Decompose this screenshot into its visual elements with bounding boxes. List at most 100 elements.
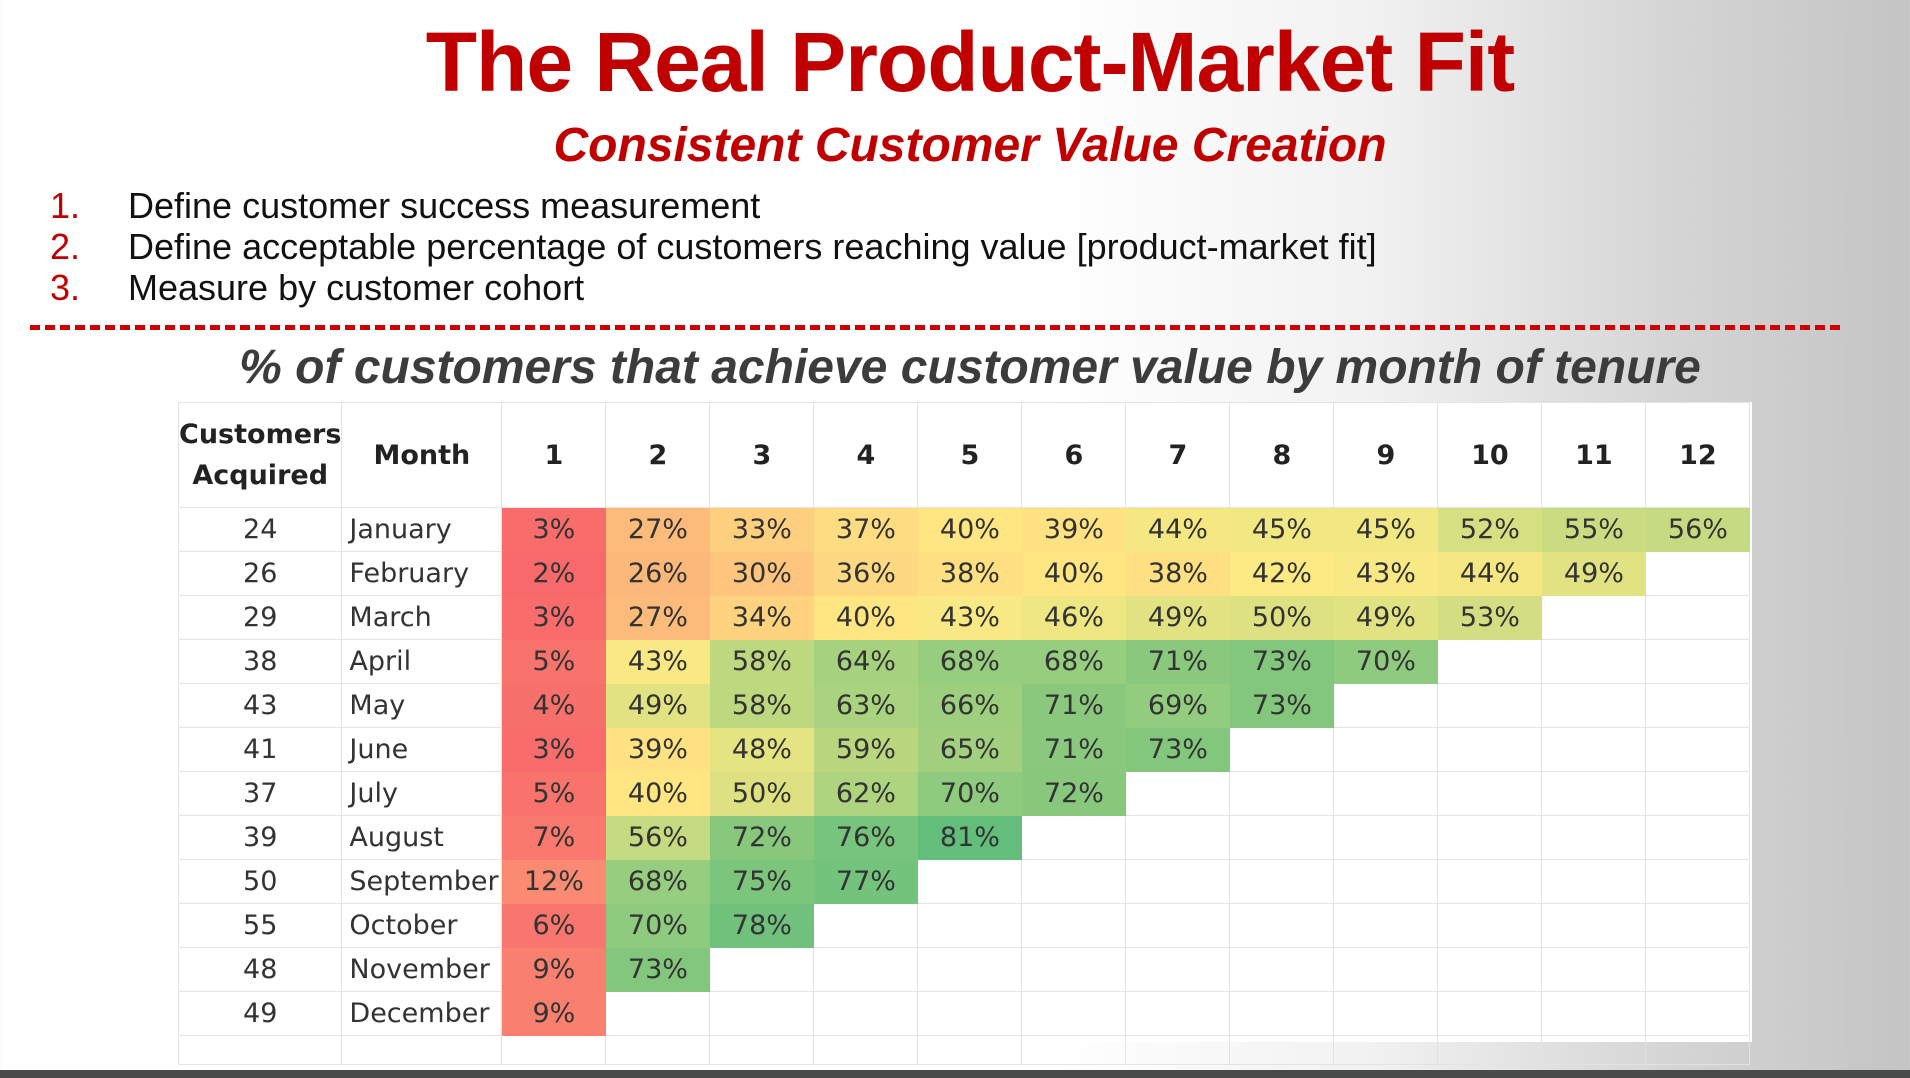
- percentage-cell: 71%: [1021, 727, 1127, 772]
- empty-cell: [1229, 727, 1335, 772]
- empty-cell: [813, 991, 919, 1036]
- empty-cell: [709, 1035, 815, 1065]
- percentage-cell: 40%: [813, 595, 919, 640]
- percentage-cell: 5%: [501, 639, 607, 684]
- percentage-cell: 40%: [917, 507, 1023, 552]
- empty-cell: [1125, 815, 1231, 860]
- tenure-month-header: 5: [917, 402, 1023, 508]
- empty-cell: [1333, 727, 1439, 772]
- cohort-table-container: Customers Acquired Month 1 2 3 4 5 6 7 8 9 10 11 12…: [177, 402, 1752, 1065]
- steps-list: 1. Define customer success measurement 2…: [50, 185, 1377, 308]
- percentage-cell: 5%: [501, 771, 607, 816]
- customers-acquired-cell: 26: [177, 551, 343, 596]
- step-number: 1.: [50, 185, 81, 226]
- customers-acquired-cell: 43: [177, 683, 343, 728]
- cohort-table: Customers Acquired Month 1 2 3 4 5 6 7 8 9 10 11 12…: [177, 402, 1751, 1065]
- percentage-cell: 40%: [605, 771, 711, 816]
- empty-cell: [1021, 903, 1127, 948]
- cohort-row: 50 September 12% 68% 75% 77%: [177, 859, 1751, 904]
- empty-cell: [1021, 947, 1127, 992]
- step-item: 1. Define customer success measurement: [50, 185, 1377, 226]
- empty-cell: [813, 1035, 919, 1065]
- month-cell: July: [341, 771, 503, 816]
- customers-acquired-cell: 39: [177, 815, 343, 860]
- empty-cell: [1333, 683, 1439, 728]
- table-title: % of customers that achieve customer val…: [239, 341, 1701, 394]
- month-header: Month: [341, 402, 503, 508]
- customers-acquired-cell: 29: [177, 595, 343, 640]
- percentage-cell: 6%: [501, 903, 607, 948]
- empty-cell: [1229, 947, 1335, 992]
- percentage-cell: 55%: [1541, 507, 1647, 552]
- percentage-cell: 72%: [709, 815, 815, 860]
- empty-cell: [1541, 595, 1647, 640]
- empty-cell: [1333, 859, 1439, 904]
- cohort-row: 48 November 9% 73%: [177, 947, 1751, 992]
- empty-cell: [605, 1035, 711, 1065]
- percentage-cell: 78%: [709, 903, 815, 948]
- empty-cell: [1645, 639, 1751, 684]
- empty-cell: [1645, 683, 1751, 728]
- empty-cell: [1541, 815, 1647, 860]
- percentage-cell: 68%: [917, 639, 1023, 684]
- percentage-cell: 66%: [917, 683, 1023, 728]
- month-cell: April: [341, 639, 503, 684]
- percentage-cell: 50%: [709, 771, 815, 816]
- customers-acquired-cell: 50: [177, 859, 343, 904]
- empty-cell: [1021, 815, 1127, 860]
- percentage-cell: 39%: [605, 727, 711, 772]
- header-line: Customers: [179, 419, 342, 450]
- percentage-cell: 40%: [1021, 551, 1127, 596]
- percentage-cell: 73%: [1229, 683, 1335, 728]
- cohort-row: 26 February 2% 26% 30% 36% 38% 40% 38% 42% 43% 44% 4…: [177, 551, 1751, 596]
- month-cell: September: [341, 859, 503, 904]
- customers-acquired-cell: 49: [177, 991, 343, 1036]
- percentage-cell: 2%: [501, 551, 607, 596]
- slide-bottom-bar: [0, 1070, 1910, 1078]
- empty-cell: [605, 991, 711, 1036]
- empty-cell: [1125, 991, 1231, 1036]
- customers-acquired-cell: 55: [177, 903, 343, 948]
- month-cell: December: [341, 991, 503, 1036]
- empty-cell: [1645, 815, 1751, 860]
- percentage-cell: 70%: [1333, 639, 1439, 684]
- percentage-cell: 45%: [1333, 507, 1439, 552]
- customers-acquired-cell: 37: [177, 771, 343, 816]
- percentage-cell: 27%: [605, 595, 711, 640]
- percentage-cell: 63%: [813, 683, 919, 728]
- tenure-month-header: 7: [1125, 402, 1231, 508]
- empty-cell: [813, 947, 919, 992]
- empty-cell: [1125, 859, 1231, 904]
- percentage-cell: 58%: [709, 683, 815, 728]
- empty-cell: [917, 991, 1023, 1036]
- cohort-row: 55 October 6% 70% 78%: [177, 903, 1751, 948]
- empty-cell: [1229, 903, 1335, 948]
- percentage-cell: 4%: [501, 683, 607, 728]
- cohort-row: 29 March 3% 27% 34% 40% 43% 46% 49% 50% 49% 53%: [177, 595, 1751, 640]
- empty-cell: [1541, 683, 1647, 728]
- empty-cell: [1021, 991, 1127, 1036]
- step-number: 2.: [50, 226, 81, 267]
- percentage-cell: 77%: [813, 859, 919, 904]
- percentage-cell: 26%: [605, 551, 711, 596]
- cohort-row: 49 December 9%: [177, 991, 1751, 1036]
- percentage-cell: 75%: [709, 859, 815, 904]
- empty-cell: [1437, 683, 1543, 728]
- percentage-cell: 49%: [1333, 595, 1439, 640]
- empty-cell: [1229, 771, 1335, 816]
- step-text: Measure by customer cohort: [128, 267, 585, 308]
- empty-cell: [1437, 947, 1543, 992]
- percentage-cell: 33%: [709, 507, 815, 552]
- empty-cell: [709, 947, 815, 992]
- empty-cell: [1333, 1035, 1439, 1065]
- cohort-row: 41 June 3% 39% 48% 59% 65% 71% 73%: [177, 727, 1751, 772]
- cohort-table-body: 24 January 3% 27% 33% 37% 40% 39% 44% 45% 45% 52% 55…: [177, 507, 1751, 1065]
- table-header-row: Customers Acquired Month 1 2 3 4 5 6 7 8 9 10 11 12: [177, 402, 1751, 508]
- empty-cell: [1333, 991, 1439, 1036]
- tenure-month-header: 10: [1437, 402, 1543, 508]
- empty-row: [177, 1035, 1751, 1065]
- percentage-cell: 62%: [813, 771, 919, 816]
- cohort-row: 43 May 4% 49% 58% 63% 66% 71% 69% 73%: [177, 683, 1751, 728]
- tenure-month-header: 11: [1541, 402, 1647, 508]
- empty-cell: [917, 1035, 1023, 1065]
